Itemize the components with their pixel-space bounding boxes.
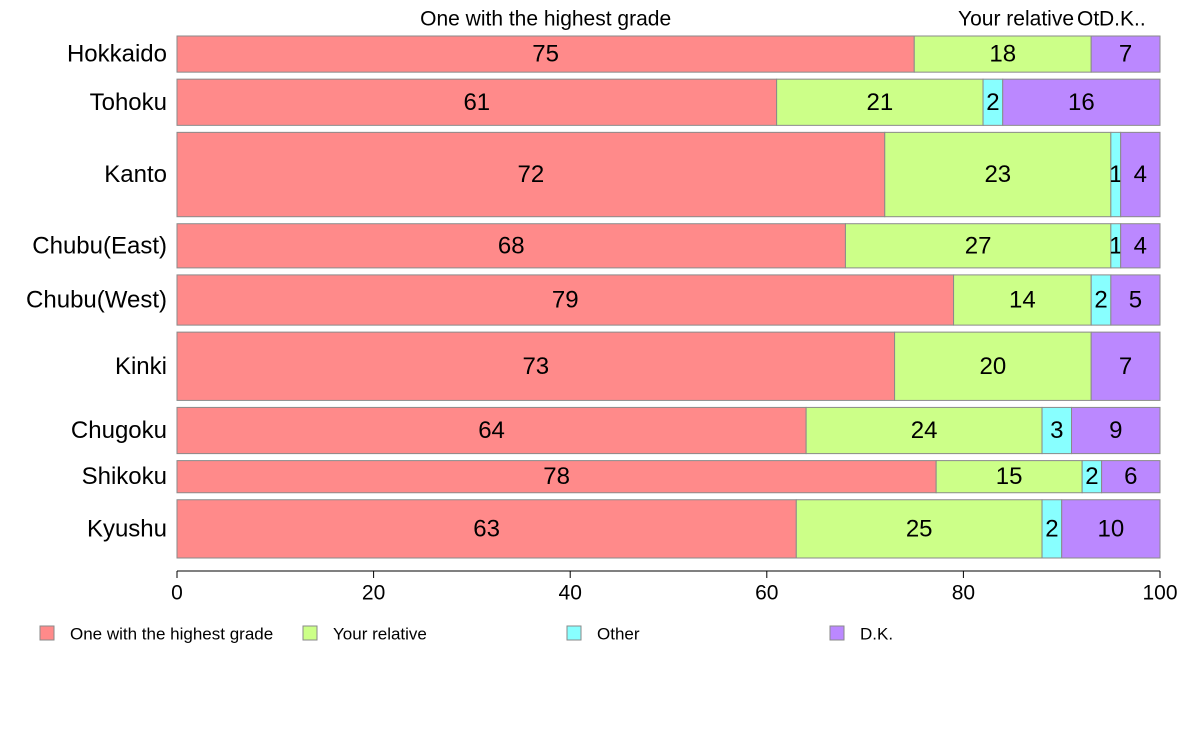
series-header-label: One with the highest grade <box>420 8 671 31</box>
legend-label: D.K. <box>860 625 893 644</box>
data-label: 78 <box>543 463 570 490</box>
data-label: 10 <box>1097 515 1124 542</box>
bar-segment <box>176 223 846 269</box>
data-label: 24 <box>911 417 938 444</box>
bar-segment <box>1002 78 1161 126</box>
data-label: 4 <box>1134 232 1147 259</box>
category-label: Chubu(East) <box>32 232 167 259</box>
bar-segment <box>805 406 1043 455</box>
data-label: 6 <box>1124 463 1137 490</box>
bar-segment <box>1120 131 1161 218</box>
bar-segment <box>176 35 915 73</box>
series-header-label: D.K.. <box>1099 8 1146 31</box>
legend-swatch <box>302 625 318 641</box>
bar-segment <box>776 78 984 126</box>
data-label: 79 <box>552 287 579 314</box>
x-tick-label: 60 <box>755 582 778 605</box>
x-tick-label: 20 <box>362 582 385 605</box>
data-label: 2 <box>1045 515 1058 542</box>
bar-segment <box>1090 35 1161 73</box>
legend-swatch <box>39 625 55 641</box>
category-label: Tohoku <box>90 89 167 116</box>
data-label: 64 <box>478 417 505 444</box>
x-tick-label: 0 <box>171 582 183 605</box>
data-label: 4 <box>1134 161 1147 188</box>
bar-segment <box>844 223 1112 269</box>
x-tick-label: 40 <box>559 582 582 605</box>
bar-segment <box>176 499 797 559</box>
data-label: 75 <box>532 41 559 68</box>
category-label: Chubu(West) <box>26 287 167 314</box>
data-label: 18 <box>989 41 1016 68</box>
bar-segment <box>1071 406 1161 455</box>
bar-segment <box>1110 274 1161 326</box>
bar-segment <box>176 331 896 401</box>
data-label: 5 <box>1129 287 1142 314</box>
bar-segment <box>1120 223 1161 269</box>
data-label: 25 <box>906 515 933 542</box>
data-label: 72 <box>518 161 545 188</box>
bar-segment <box>176 78 778 126</box>
category-label: Shikoku <box>82 463 167 490</box>
data-label: 3 <box>1050 417 1063 444</box>
bar-segment <box>935 460 1083 494</box>
data-label: 7 <box>1119 353 1132 380</box>
category-label: Hokkaido <box>67 41 167 68</box>
data-label: 1 <box>1109 232 1122 259</box>
data-label: 73 <box>522 353 549 380</box>
data-label: 63 <box>473 515 500 542</box>
legend-label: Other <box>597 625 640 644</box>
legend-swatch <box>829 625 845 641</box>
data-label: 1 <box>1109 161 1122 188</box>
data-label: 20 <box>980 353 1007 380</box>
bar-segment <box>884 131 1112 218</box>
data-label: 7 <box>1119 41 1132 68</box>
data-label: 2 <box>1085 463 1098 490</box>
bar-segment <box>1090 331 1161 401</box>
data-label: 2 <box>986 89 999 116</box>
category-label: Kinki <box>115 353 167 380</box>
data-label: 68 <box>498 232 525 259</box>
bar-segment <box>913 35 1092 73</box>
category-label: Kanto <box>104 161 167 188</box>
series-header-label: Your relative <box>958 8 1074 31</box>
data-label: 2 <box>1094 287 1107 314</box>
category-label: Kyushu <box>87 515 167 542</box>
legend-label: One with the highest grade <box>70 625 273 644</box>
x-tick-label: 80 <box>952 582 975 605</box>
bar-segment <box>795 499 1043 559</box>
data-label: 9 <box>1109 417 1122 444</box>
legend-swatch <box>566 625 582 641</box>
legend-label: Your relative <box>333 625 427 644</box>
data-label: 14 <box>1009 287 1036 314</box>
data-label: 27 <box>965 232 992 259</box>
data-label: 61 <box>463 89 490 116</box>
bar-segment <box>176 406 807 455</box>
bar-segment <box>1101 460 1161 494</box>
data-label: 15 <box>996 463 1023 490</box>
bar-segment <box>176 274 955 326</box>
bar-segment <box>953 274 1092 326</box>
bar-segment <box>176 460 937 494</box>
x-tick-label: 100 <box>1142 582 1177 605</box>
bar-segment <box>894 331 1092 401</box>
bar-segment <box>176 131 886 218</box>
data-label: 23 <box>984 161 1011 188</box>
data-label: 21 <box>866 89 893 116</box>
bar-segment <box>1061 499 1161 559</box>
series-header-label: Ot <box>1077 8 1099 31</box>
category-label: Chugoku <box>71 417 167 444</box>
data-label: 16 <box>1068 89 1095 116</box>
